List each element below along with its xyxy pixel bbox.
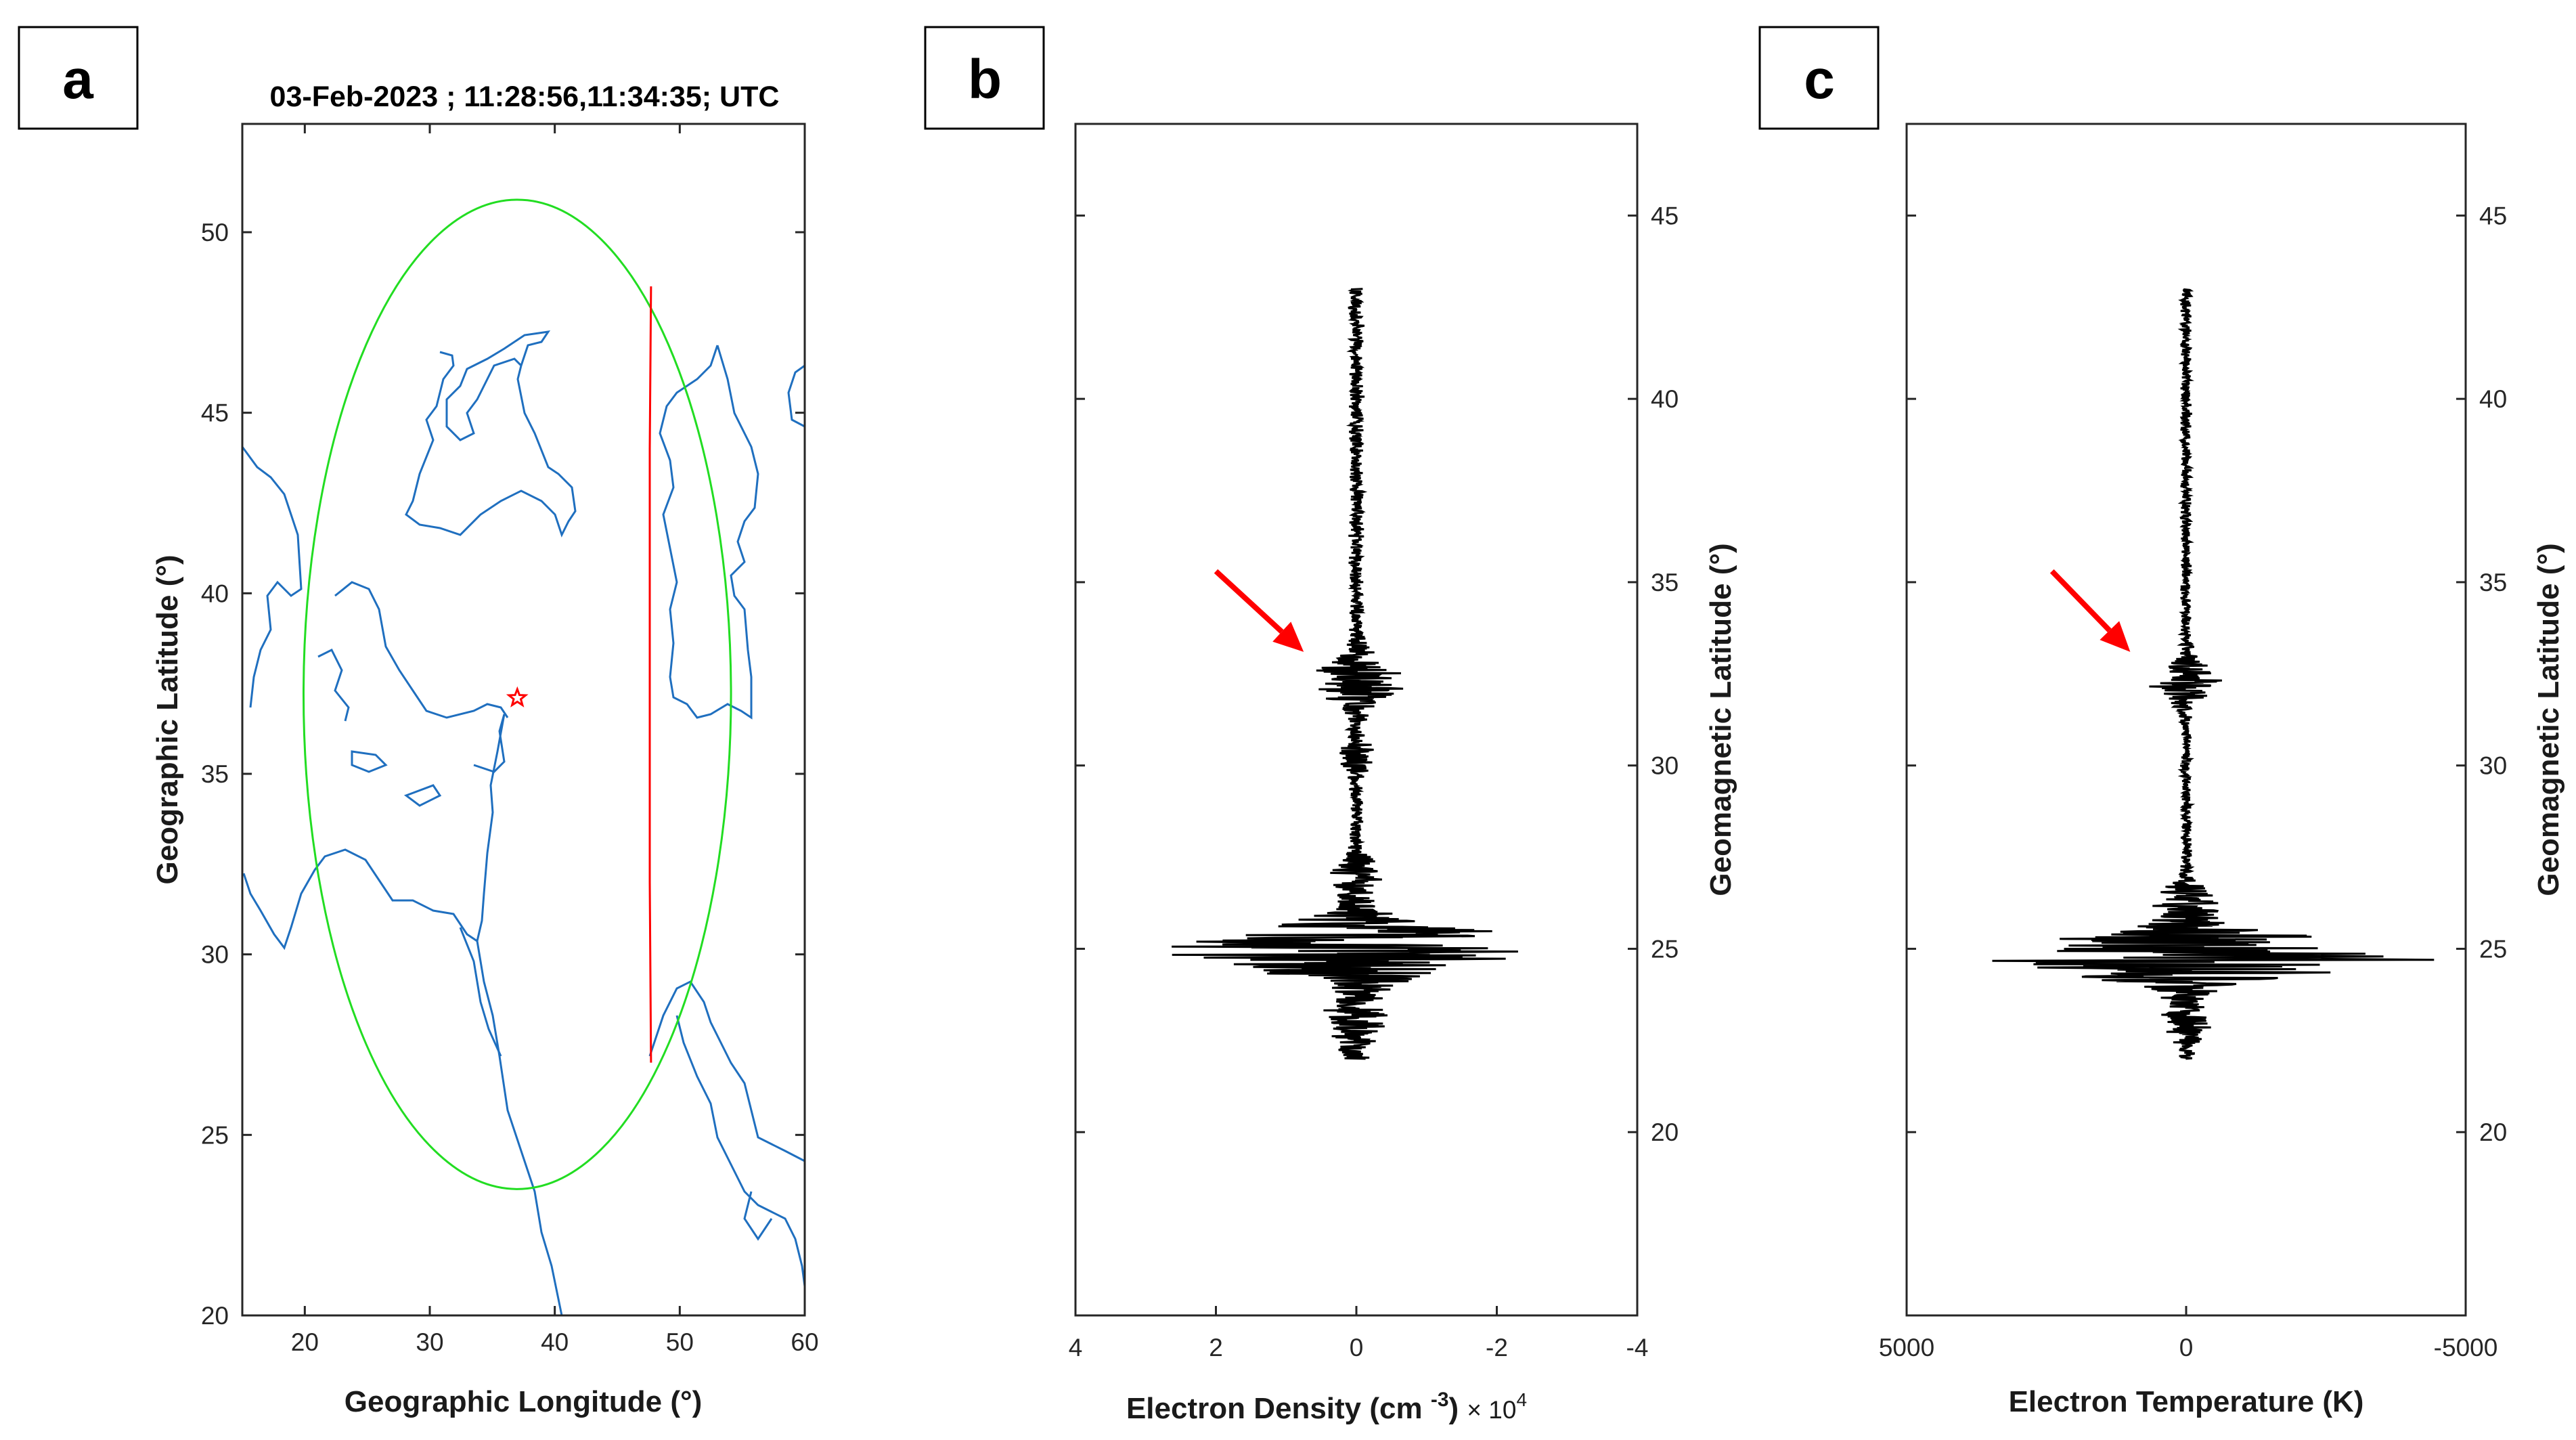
y-tick-label: 40 — [1651, 385, 1679, 413]
panel-a-tag: a — [62, 49, 94, 110]
y-tick-label: 25 — [1651, 935, 1679, 963]
panel-b-xlabel: Electron Density (cm -3) × 104 — [1126, 1389, 1527, 1425]
arrow-c-head — [2100, 621, 2131, 652]
x-tick-label: -4 — [1626, 1334, 1649, 1361]
satellite-track — [648, 286, 652, 1063]
y-tick-label: 20 — [2479, 1118, 2507, 1146]
panel-c-tag: c — [1804, 49, 1835, 110]
coastlines — [242, 330, 805, 1315]
anomaly-arrow-c — [2049, 569, 2131, 652]
y-tick-label: 35 — [201, 760, 229, 788]
arrow-b-head — [1272, 621, 1304, 652]
y-tick-label: 20 — [1651, 1118, 1679, 1146]
x-tick-label: 0 — [1350, 1334, 1364, 1361]
y-tick-label: 30 — [2479, 752, 2507, 780]
y-tick-label: 30 — [1651, 752, 1679, 780]
preparation-zone-circle — [302, 198, 732, 1190]
x-tick-label: 2 — [1209, 1334, 1223, 1361]
panel-c: c 5000 0 -5000 20 25 30 35 40 45 Electron Temper… — [1758, 26, 2565, 1418]
panel-a-ticks: 20 30 40 50 60 20 25 30 35 40 45 50 — [201, 124, 819, 1356]
y-tick-label: 35 — [1651, 569, 1679, 596]
electron-density-series — [1172, 288, 1518, 1060]
y-tick-label: 25 — [201, 1121, 229, 1149]
y-tick-label: 20 — [201, 1302, 229, 1330]
y-tick-label: 35 — [2479, 569, 2507, 596]
panel-b-tag-box — [924, 26, 1045, 130]
y-tick-label: 40 — [2479, 385, 2507, 413]
panel-a-tag-box — [18, 26, 139, 130]
electron-temperature-series — [1992, 288, 2435, 1060]
panel-a-ylabel: Geographic Latitude (°) — [151, 555, 184, 885]
x-tick-label: -5000 — [2434, 1334, 2498, 1361]
panel-c-ticks: 5000 0 -5000 20 25 30 35 40 45 — [1879, 202, 2507, 1361]
x-tick-label: 5000 — [1879, 1334, 1934, 1361]
x-tick-label: 0 — [2179, 1334, 2194, 1361]
arrow-b-shaft — [1214, 569, 1284, 634]
panel-a-plot — [242, 124, 805, 1315]
panel-a-axes-box — [241, 123, 806, 1317]
y-tick-label: 25 — [2479, 935, 2507, 963]
y-tick-label: 40 — [201, 580, 229, 607]
arrow-c-shaft — [2049, 569, 2112, 633]
y-tick-label: 50 — [201, 219, 229, 246]
x-tick-label: 60 — [791, 1328, 818, 1356]
x-tick-label: 40 — [541, 1328, 569, 1356]
epicenter-star-icon — [506, 686, 529, 707]
x-tick-label: 20 — [291, 1328, 319, 1356]
panel-b-tag: b — [968, 49, 1002, 110]
y-tick-label: 45 — [201, 399, 229, 427]
panel-b-ylabel: Geomagnetic Latitude (°) — [1704, 543, 1737, 896]
y-tick-label: 30 — [201, 941, 229, 969]
x-tick-label: 50 — [666, 1328, 694, 1356]
panel-c-tag-box — [1758, 26, 1880, 130]
panel-a-background — [242, 124, 805, 1315]
panel-c-ylabel: Geomagnetic Latitude (°) — [2532, 543, 2565, 896]
panel-a-title: 03-Feb-2023 ; 11:28:56,11:34:35; UTC — [270, 81, 780, 113]
x-tick-label: 30 — [416, 1328, 443, 1356]
y-tick-label: 45 — [2479, 202, 2507, 230]
panel-a: a 03-Feb-2023 ; 11:28:56,11:34:35; UTC — [18, 26, 819, 1418]
y-tick-label: 45 — [1651, 202, 1679, 230]
panel-c-xlabel: Electron Temperature (K) — [2009, 1385, 2364, 1418]
x-tick-label: -2 — [1486, 1334, 1508, 1361]
x-tick-label: 4 — [1069, 1334, 1083, 1361]
anomaly-arrow-b — [1214, 569, 1304, 652]
panel-a-xlabel: Geographic Longitude (°) — [345, 1385, 702, 1418]
